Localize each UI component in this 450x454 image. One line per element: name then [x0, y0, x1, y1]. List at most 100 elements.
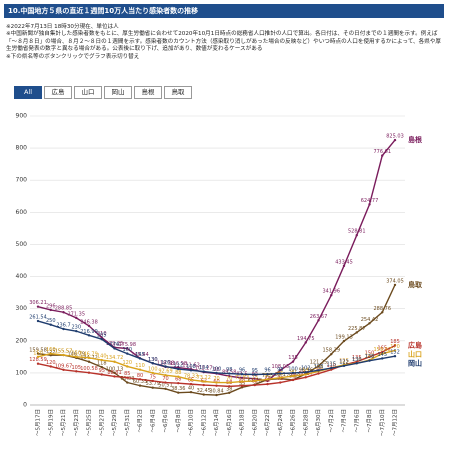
point [87, 324, 91, 328]
point [138, 384, 142, 387]
value-label: 96 [264, 368, 270, 374]
point [202, 383, 205, 387]
x-tick-label: ～5月31日 [124, 409, 131, 436]
point [266, 378, 269, 381]
value-label: 60.35 [133, 379, 147, 385]
value-label: 624.77 [361, 198, 379, 204]
point [304, 376, 307, 379]
value-label: 105 [314, 365, 324, 371]
point [342, 364, 346, 368]
point [126, 376, 129, 379]
x-tick-label: ～6月10日 [188, 409, 195, 436]
button[interactable]: 岡山 [104, 86, 132, 99]
value-label: 70 [277, 376, 283, 382]
x-tick-label: ～5月27日 [98, 409, 105, 436]
point [291, 371, 295, 375]
value-label: 100.13 [106, 366, 124, 372]
value-label: 82.1 [275, 372, 286, 378]
x-tick-label: ～7月6日 [353, 409, 360, 433]
point [317, 369, 320, 372]
value-label: 112 [173, 363, 183, 369]
value-label: 104 [199, 365, 209, 371]
point [113, 371, 116, 375]
point [228, 372, 231, 375]
value-label: 125 [339, 358, 349, 364]
point [266, 382, 269, 386]
button[interactable]: 島根 [134, 86, 162, 99]
point [36, 355, 40, 359]
value-label: 140 [97, 354, 107, 360]
button-row: All 広島 山口 岡山 島根 鳥取 [14, 86, 194, 99]
point [49, 365, 52, 368]
value-label: 105 [71, 365, 81, 371]
value-label: 70.03 [120, 376, 134, 382]
value-label: 120 [122, 360, 132, 366]
point [279, 376, 282, 379]
point [164, 374, 167, 377]
point [240, 380, 244, 383]
value-label: 115 [326, 362, 336, 368]
value-label: 254.42 [361, 317, 379, 323]
button[interactable]: All [14, 86, 42, 99]
point [393, 344, 397, 347]
button[interactable]: 広島 [44, 86, 72, 99]
button[interactable]: 山口 [74, 86, 102, 99]
point [62, 368, 65, 371]
value-label: 79.3 [262, 373, 273, 379]
point [87, 371, 91, 374]
point [279, 369, 282, 372]
y-tick-label: 400 [16, 273, 28, 280]
value-label: 130 [352, 357, 362, 363]
value-label: 374.05 [386, 278, 404, 284]
value-label: 110 [326, 363, 336, 369]
value-label: 70 [213, 376, 219, 382]
x-tick-label: ～5月29日 [111, 409, 118, 436]
point [75, 329, 78, 333]
x-tick-label: ～6月18日 [239, 409, 246, 436]
value-label: 160 [46, 347, 56, 353]
note: ※中国新聞が独自集計した感染者数をもとに、厚生労働省に合わせて2020年10月1… [6, 31, 442, 53]
point [355, 362, 358, 365]
point [151, 371, 154, 375]
value-label: 109.67 [55, 363, 73, 369]
series-label: 岡山 [408, 359, 422, 368]
value-label: 75 [264, 374, 270, 380]
value-label: 95 [303, 368, 309, 374]
point [215, 393, 218, 397]
point [330, 352, 333, 356]
value-label: 205 [97, 333, 107, 339]
y-tick-label: 700 [16, 177, 28, 184]
x-tick-label: ～6月28日 [302, 409, 309, 436]
point [342, 264, 346, 268]
value-label: 155.57 [55, 349, 73, 355]
value-label: 120 [46, 360, 56, 366]
value-label: 261.54 [29, 315, 47, 321]
value-label: 85 [124, 371, 130, 377]
point [342, 339, 346, 343]
point [151, 379, 154, 383]
x-tick-label: ～5月17日 [35, 409, 42, 436]
value-label: 271.35 [68, 311, 86, 317]
button[interactable]: 鳥取 [164, 86, 192, 99]
value-label: 263.67 [310, 314, 328, 320]
value-label: 122 [339, 359, 349, 365]
value-label: 155 [46, 349, 56, 355]
value-label: 88 [175, 370, 181, 376]
value-label: 130 [148, 357, 158, 363]
value-label: 118.58 [157, 360, 175, 366]
x-tick-label: ～6月22日 [264, 409, 271, 436]
point [164, 365, 167, 368]
point [36, 352, 40, 355]
point [100, 373, 103, 376]
point [291, 360, 295, 363]
value-label: 30.84 [209, 389, 223, 395]
point [381, 154, 384, 157]
value-label: 176 [110, 342, 120, 348]
x-tick-label: ～6月14日 [213, 409, 220, 436]
value-label: 185 [390, 339, 400, 345]
title-bar: 10.中国地方５県の直近１週間10万人当たり感染者数の推移 [4, 4, 444, 18]
value-label: 65 [264, 378, 270, 384]
x-tick-label: ～7月10日 [379, 409, 386, 436]
point [393, 138, 397, 142]
